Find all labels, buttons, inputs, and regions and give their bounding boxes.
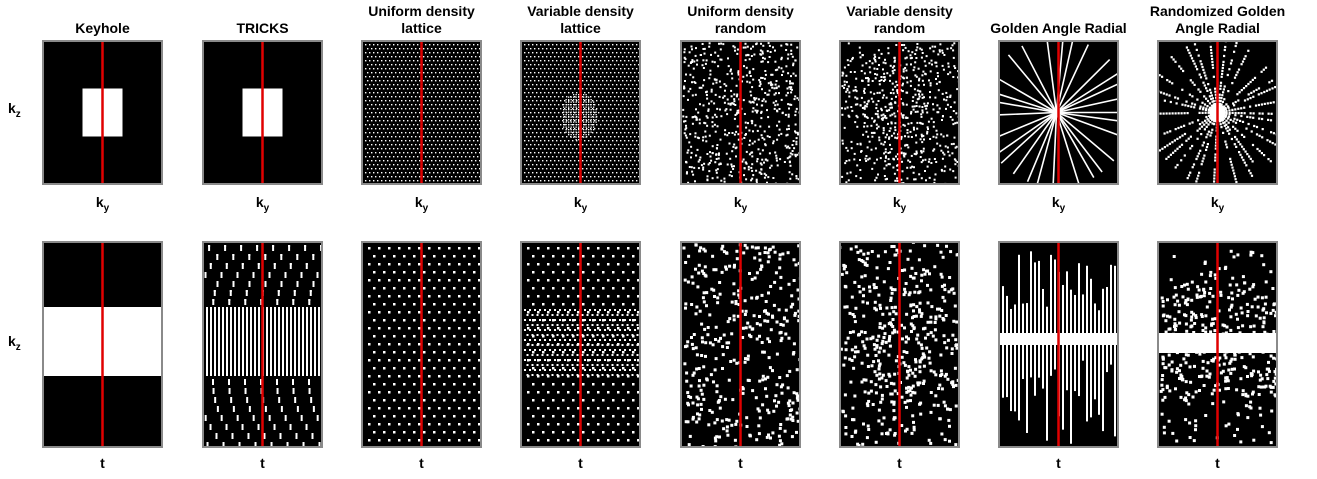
tkz-panel-gar-plot — [1000, 243, 1117, 446]
kykz-panel-tricks-plot — [242, 42, 283, 183]
xlabel-t-rgar-main: t — [1215, 455, 1220, 471]
tkz-panel-rgar-plot — [1159, 243, 1276, 446]
column-title-rgar: Randomized Golden Angle Radial — [1149, 3, 1286, 36]
xlabel-ky-vdl-main: k — [573, 194, 582, 210]
xlabel-t-vdr-main: t — [897, 455, 902, 471]
xlabel-ky-udr-main: k — [733, 194, 742, 210]
column-title-udr: Uniform density random — [687, 3, 794, 36]
xlabel-ky-keyhole-main: k — [95, 194, 104, 210]
tkz-panel-udr — [680, 241, 801, 448]
xlabel-ky-rgar-subscript: y — [1218, 202, 1225, 214]
xlabel-ky-udr-subscript: y — [741, 202, 748, 214]
xlabel-ky-vdr-subscript: y — [900, 202, 907, 214]
kykz-panel-rgar-plot — [1159, 42, 1276, 183]
tkz-panel-udl — [361, 241, 482, 448]
xlabel-t-keyhole-main: t — [100, 455, 105, 471]
column-title-udl: Uniform density lattice — [368, 3, 475, 36]
xlabel-t-udl: t — [402, 455, 442, 471]
column-title-vdl: Variable density lattice — [527, 3, 634, 36]
kykz-panel-vdr-plot — [841, 42, 958, 183]
tkz-panel-udr-plot — [682, 243, 799, 446]
column-title-keyhole: Keyhole — [75, 20, 130, 36]
xlabel-ky-tricks-main: k — [255, 194, 264, 210]
xlabel-t-vdl-main: t — [578, 455, 583, 471]
tkz-panel-vdl-plot — [524, 243, 639, 446]
kykz-panel-vdl-plot — [524, 42, 639, 183]
xlabel-t-vdl: t — [561, 455, 601, 471]
tkz-panel-keyhole — [42, 241, 163, 448]
xlabel-t-gar: t — [1039, 455, 1079, 471]
xlabel-ky-udl-main: k — [414, 194, 423, 210]
xlabel-t-tricks: t — [243, 455, 283, 471]
tkz-panel-tricks — [202, 241, 323, 448]
xlabel-ky-gar-main: k — [1051, 194, 1060, 210]
xlabel-ky-vdr-main: k — [892, 194, 901, 210]
xlabel-ky-rgar: ky — [1198, 194, 1238, 214]
kykz-panel-udl-plot — [365, 42, 480, 183]
xlabel-ky-udl-subscript: y — [422, 202, 429, 214]
row-label-bottom-main: k — [8, 333, 16, 349]
column-title-vdr: Variable density random — [846, 3, 953, 36]
tkz-panel-vdl — [520, 241, 641, 448]
row-label-bottom-subscript: z — [15, 341, 21, 353]
xlabel-ky-tricks-subscript: y — [263, 202, 270, 214]
kykz-panel-udr — [680, 40, 801, 185]
kykz-panel-gar — [998, 40, 1119, 185]
column-title-gar: Golden Angle Radial — [990, 20, 1127, 36]
tkz-panel-vdr-plot — [841, 243, 958, 446]
xlabel-t-udl-main: t — [419, 455, 424, 471]
xlabel-ky-vdl-subscript: y — [581, 202, 588, 214]
xlabel-t-tricks-main: t — [260, 455, 265, 471]
kykz-panel-udr-plot — [682, 42, 799, 183]
xlabel-ky-keyhole-subscript: y — [103, 202, 110, 214]
row-label-top: kz — [8, 100, 21, 120]
row-label-top-subscript: z — [15, 108, 21, 120]
tkz-panel-gar — [998, 241, 1119, 448]
tkz-panel-vdr — [839, 241, 960, 448]
tkz-panel-udl-plot — [368, 243, 480, 446]
kykz-panel-keyhole — [42, 40, 163, 185]
xlabel-ky-udl: ky — [402, 194, 442, 214]
kykz-panel-gar-plot — [1000, 42, 1117, 183]
tkz-panel-rgar — [1157, 241, 1278, 448]
xlabel-t-udr-main: t — [738, 455, 743, 471]
kykz-panel-rgar — [1157, 40, 1278, 185]
row-label-bottom: kz — [8, 333, 21, 353]
xlabel-ky-udr: ky — [721, 194, 761, 214]
column-title-tricks: TRICKS — [236, 20, 289, 36]
row-label-top-main: k — [8, 100, 16, 116]
xlabel-t-rgar: t — [1198, 455, 1238, 471]
kykz-panel-vdr — [839, 40, 960, 185]
kykz-panel-udl — [361, 40, 482, 185]
xlabel-ky-keyhole: ky — [83, 194, 123, 214]
xlabel-ky-gar: ky — [1039, 194, 1079, 214]
kykz-panel-vdl — [520, 40, 641, 185]
xlabel-t-keyhole: t — [83, 455, 123, 471]
xlabel-t-vdr: t — [880, 455, 920, 471]
xlabel-t-udr: t — [721, 455, 761, 471]
kykz-panel-keyhole-plot — [82, 42, 123, 183]
xlabel-ky-vdl: ky — [561, 194, 601, 214]
xlabel-ky-rgar-main: k — [1210, 194, 1219, 210]
tkz-panel-tricks-plot — [204, 243, 321, 446]
xlabel-ky-tricks: ky — [243, 194, 283, 214]
xlabel-ky-vdr: ky — [880, 194, 920, 214]
xlabel-ky-gar-subscript: y — [1059, 202, 1066, 214]
kykz-panel-tricks — [202, 40, 323, 185]
tkz-panel-keyhole-plot — [44, 243, 161, 446]
xlabel-t-gar-main: t — [1056, 455, 1061, 471]
